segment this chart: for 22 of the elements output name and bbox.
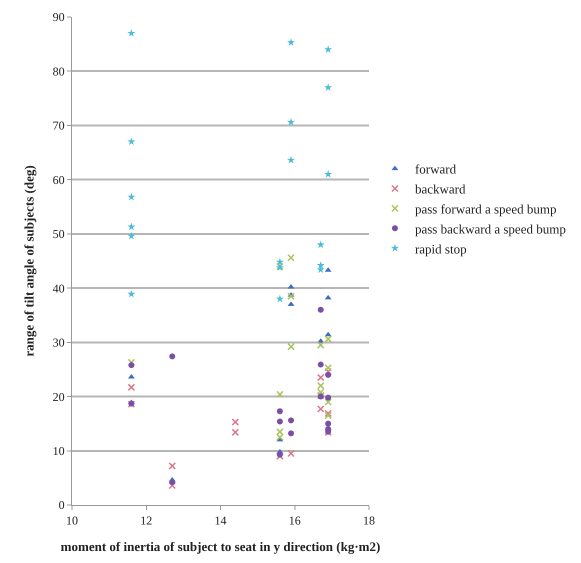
legend-label: pass forward a speed bump [414, 201, 556, 216]
x-tick-label: 18 [363, 513, 375, 528]
y-tick-label: 50 [52, 227, 65, 242]
y-tick-label: 90 [52, 10, 65, 24]
y-tick-label: 40 [52, 281, 65, 296]
legend-label: backward [414, 182, 466, 197]
y-axis-title: range of tilt angle of subjects (deg) [22, 165, 37, 357]
y-tick-label: 10 [52, 444, 65, 458]
y-tick-label: 80 [52, 64, 65, 78]
x-axis-title: moment of inertia of subject to seat in y direction (kg·m2) [60, 539, 380, 554]
y-tick-label: 20 [52, 390, 65, 404]
y-tick-label: 0 [58, 498, 65, 512]
y-tick-label: 30 [52, 336, 65, 350]
x-tick-label: 10 [66, 513, 78, 528]
legend-label: forward [414, 162, 457, 177]
y-tick-label: 60 [52, 172, 65, 187]
legend-label: pass backward a speed bump [414, 221, 566, 236]
x-tick-label: 16 [288, 513, 301, 528]
y-tick-label: 70 [52, 118, 65, 133]
x-tick-label: 14 [214, 513, 226, 528]
legend-label: rapid stop [414, 241, 467, 256]
x-tick-label: 12 [140, 513, 152, 528]
